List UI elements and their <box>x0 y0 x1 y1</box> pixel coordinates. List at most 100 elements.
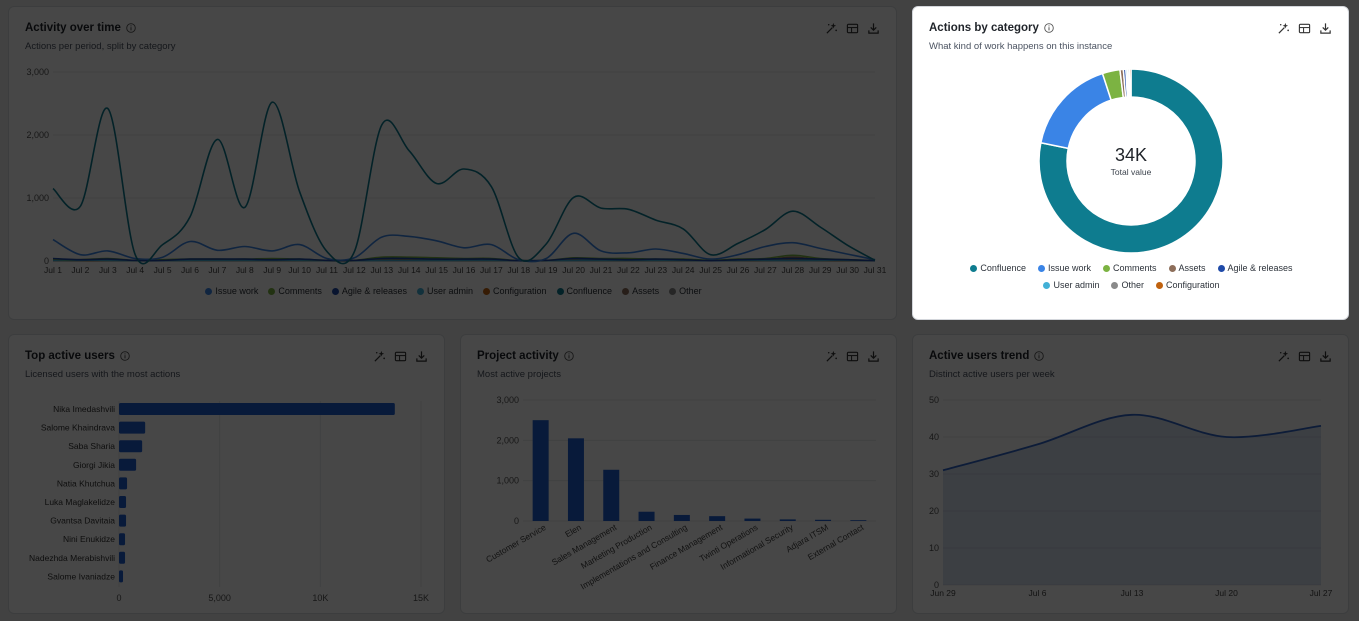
legend-swatch <box>1102 264 1110 272</box>
legend-item[interactable]: Agile & releases <box>1217 263 1293 273</box>
download-icon[interactable] <box>867 22 880 35</box>
legend-swatch <box>482 287 490 295</box>
user-name-label: Gvantsa Davitaia <box>50 516 115 526</box>
legend-swatch <box>1168 264 1176 272</box>
ai-sparkle-icon[interactable] <box>1277 22 1290 35</box>
x-tick-label: Jul 15 <box>425 265 448 275</box>
y-tick-label: 3,000 <box>496 395 519 405</box>
download-icon[interactable] <box>1319 350 1332 363</box>
x-tick-label: Jul 23 <box>644 265 667 275</box>
legend-swatch <box>556 287 564 295</box>
legend-swatch <box>1043 281 1051 289</box>
x-tick-label: Jul 25 <box>699 265 722 275</box>
donut-slice-issue-work <box>1039 72 1113 150</box>
user-bar <box>119 403 395 415</box>
users-card: Top active users Licensed users with the… <box>8 334 445 614</box>
user-bar <box>119 533 126 546</box>
legend-label: Confluence <box>980 263 1026 273</box>
table-view-icon[interactable] <box>394 350 407 363</box>
ai-sparkle-icon[interactable] <box>373 350 386 363</box>
legend-item[interactable]: Agile & releases <box>331 286 407 296</box>
x-tick-label: Jul 24 <box>672 265 695 275</box>
project-bar <box>744 518 761 521</box>
table-view-icon[interactable] <box>846 22 859 35</box>
category-legend: Confluence Issue work Comments Assets Agile … <box>953 263 1310 290</box>
x-tick-label: Jul 5 <box>154 265 172 275</box>
legend-item[interactable]: Assets <box>1168 263 1206 273</box>
x-tick-label: Jul 28 <box>781 265 804 275</box>
info-icon[interactable] <box>120 351 130 361</box>
trend-title-row: Active users trend <box>929 350 1045 362</box>
y-tick-label: 1,000 <box>26 193 49 203</box>
info-icon[interactable] <box>564 351 574 361</box>
table-view-icon[interactable] <box>1298 22 1311 35</box>
activity-title: Activity over time <box>25 22 121 34</box>
legend-label: Issue work <box>1047 263 1091 273</box>
info-icon[interactable] <box>1044 23 1054 33</box>
x-tick-label: Jul 27 <box>1310 588 1333 598</box>
x-tick-label: Jul 3 <box>99 265 117 275</box>
legend-label: Configuration <box>492 286 547 296</box>
x-tick-label: Jul 6 <box>181 265 199 275</box>
info-icon[interactable] <box>1034 351 1045 361</box>
legend-item[interactable]: User admin <box>1043 280 1099 290</box>
legend-item[interactable]: Comments <box>1102 263 1157 273</box>
info-icon[interactable] <box>126 23 136 33</box>
series-line-confluence <box>52 101 876 265</box>
category-title-row: Actions by category <box>929 22 1054 34</box>
user-name-label: Luka Maglakelidze <box>45 497 116 507</box>
category-toolbar <box>1277 22 1332 35</box>
x-tick-label: 15K <box>413 593 429 603</box>
table-view-icon[interactable] <box>846 350 859 363</box>
legend-item[interactable]: Issue work <box>205 286 258 296</box>
download-icon[interactable] <box>867 350 880 363</box>
ai-sparkle-icon[interactable] <box>1277 350 1290 363</box>
legend-label: Other <box>679 286 702 296</box>
legend-item[interactable]: User admin <box>416 286 473 296</box>
download-icon[interactable] <box>1319 22 1332 35</box>
legend-item[interactable]: Issue work <box>1037 263 1091 273</box>
legend-item[interactable]: Other <box>669 286 702 296</box>
user-bar <box>119 477 128 490</box>
legend-label: Confluence <box>566 286 613 296</box>
trend-title: Active users trend <box>929 350 1030 362</box>
y-tick-label: 0 <box>514 516 519 526</box>
legend-item[interactable]: Confluence <box>556 286 613 296</box>
y-tick-label: 2,000 <box>26 130 49 140</box>
legend-label: Issue work <box>215 286 259 296</box>
legend-item[interactable]: Configuration <box>482 286 547 296</box>
project-bar <box>779 519 796 521</box>
project-bar <box>532 420 549 521</box>
project-bar <box>603 469 620 521</box>
projects-title-row: Project activity <box>477 350 574 362</box>
table-view-icon[interactable] <box>1298 350 1311 363</box>
activity-title-row: Activity over time <box>25 22 136 34</box>
legend-label: Comments <box>1112 263 1157 273</box>
x-tick-label: Jul 14 <box>398 265 421 275</box>
y-tick-label: 50 <box>929 395 939 405</box>
y-tick-label: 3,000 <box>26 67 49 77</box>
legend-label: Agile & releases <box>1227 263 1293 273</box>
legend-item[interactable]: Assets <box>622 286 659 296</box>
ai-sparkle-icon[interactable] <box>825 22 838 35</box>
legend-item[interactable]: Comments <box>268 286 322 296</box>
activity-card: Activity over time Actions per period, s… <box>8 6 897 320</box>
legend-item[interactable]: Configuration <box>1155 280 1220 290</box>
y-tick-label: 30 <box>929 469 939 479</box>
legend-swatch <box>268 287 276 295</box>
user-bar <box>119 570 124 583</box>
user-bar <box>119 421 146 434</box>
legend-item[interactable]: Other <box>1111 280 1144 290</box>
user-name-label: Salome Ivaniadze <box>47 571 115 581</box>
download-icon[interactable] <box>415 350 428 363</box>
user-name-label: Nini Enukidze <box>63 534 115 544</box>
x-tick-label: Jul 13 <box>1121 588 1144 598</box>
x-tick-label: Jun 29 <box>930 588 956 598</box>
trend-toolbar <box>1277 350 1332 363</box>
x-tick-label: Jul 17 <box>480 265 503 275</box>
ai-sparkle-icon[interactable] <box>825 350 838 363</box>
legend-item[interactable]: Confluence <box>970 263 1026 273</box>
users-title: Top active users <box>25 350 115 362</box>
